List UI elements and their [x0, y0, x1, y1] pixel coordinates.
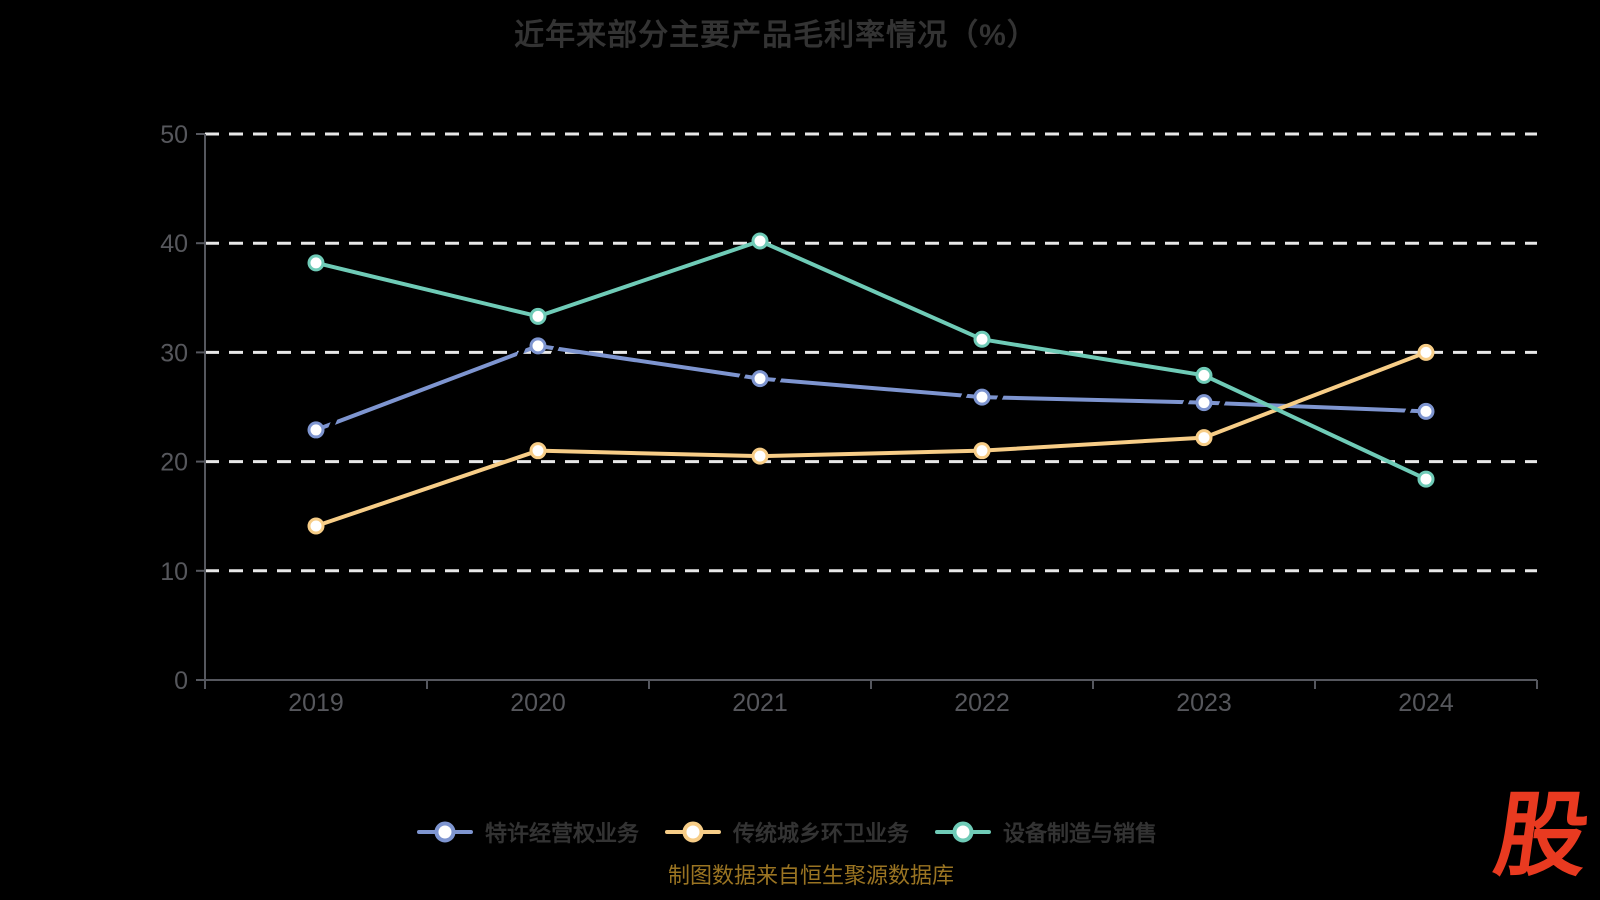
line-notch: [736, 366, 748, 385]
legend-dot-swatch: [434, 821, 456, 843]
data-point[interactable]: [973, 330, 991, 348]
x-axis-label: 2019: [288, 689, 344, 717]
data-point[interactable]: [751, 232, 769, 250]
x-axis-label: 2024: [1398, 689, 1454, 717]
line-notch: [550, 339, 562, 358]
data-point[interactable]: [1195, 366, 1213, 384]
legend-label: 设备制造与销售: [1003, 821, 1158, 846]
line-notch: [515, 343, 527, 362]
line-notch: [958, 386, 970, 405]
data-point[interactable]: [1417, 402, 1435, 420]
data-point[interactable]: [307, 254, 325, 272]
y-axis-label: 10: [160, 558, 188, 586]
line-notch: [1402, 401, 1414, 420]
legend-dot-swatch: [682, 821, 704, 843]
data-point[interactable]: [973, 388, 991, 406]
legend-label: 特许经营权业务: [484, 821, 639, 846]
x-axis-label: 2021: [732, 689, 788, 717]
legend: 特许经营权业务 传统城乡环卫业务 设备制造与销售: [416, 816, 1157, 848]
series-line-2: [314, 239, 1428, 482]
y-axis-label: 30: [160, 339, 188, 367]
y-axis-label: 0: [174, 667, 188, 695]
chart-title: 近年来部分主要产品毛利率情况（%）: [514, 19, 1038, 52]
x-axis-label: 2022: [954, 689, 1010, 717]
line-notch: [772, 371, 784, 390]
legend-item-2[interactable]: 设备制造与销售: [935, 816, 1157, 848]
y-axis-label: 20: [160, 449, 188, 477]
data-point[interactable]: [529, 442, 547, 460]
line-notch: [1216, 394, 1228, 413]
source-note: 制图数据来自恒生聚源数据库: [667, 863, 955, 888]
y-axis-label: 40: [160, 230, 188, 258]
data-point[interactable]: [973, 442, 991, 460]
data-point[interactable]: [307, 421, 325, 439]
legend-item-1[interactable]: 传统城乡环卫业务: [664, 816, 910, 848]
legend-marker-icon: [935, 820, 992, 844]
data-point[interactable]: [1195, 394, 1213, 412]
data-point[interactable]: [307, 517, 325, 535]
data-point[interactable]: [1195, 429, 1213, 447]
data-point[interactable]: [751, 447, 769, 465]
x-axis-label: 2020: [510, 689, 566, 717]
series-line-1: [314, 350, 1428, 529]
data-point[interactable]: [1417, 343, 1435, 361]
legend-label: 传统城乡环卫业务: [732, 821, 910, 846]
line-notch: [327, 414, 339, 433]
data-point[interactable]: [1417, 470, 1435, 488]
x-axis-label: 2023: [1176, 689, 1232, 717]
data-point[interactable]: [751, 370, 769, 388]
logo-gu-mark: 股: [1488, 785, 1596, 887]
y-axis-label: 50: [160, 121, 188, 149]
legend-marker-icon: [664, 820, 721, 844]
series-line-0: [314, 343, 1428, 432]
data-point[interactable]: [529, 307, 547, 325]
data-point[interactable]: [529, 337, 547, 355]
legend-marker-icon: [416, 820, 473, 844]
legend-item-0[interactable]: 特许经营权业务: [416, 816, 639, 848]
line-notch: [994, 388, 1006, 407]
line-notch: [1180, 393, 1192, 412]
legend-dot-swatch: [952, 821, 974, 843]
